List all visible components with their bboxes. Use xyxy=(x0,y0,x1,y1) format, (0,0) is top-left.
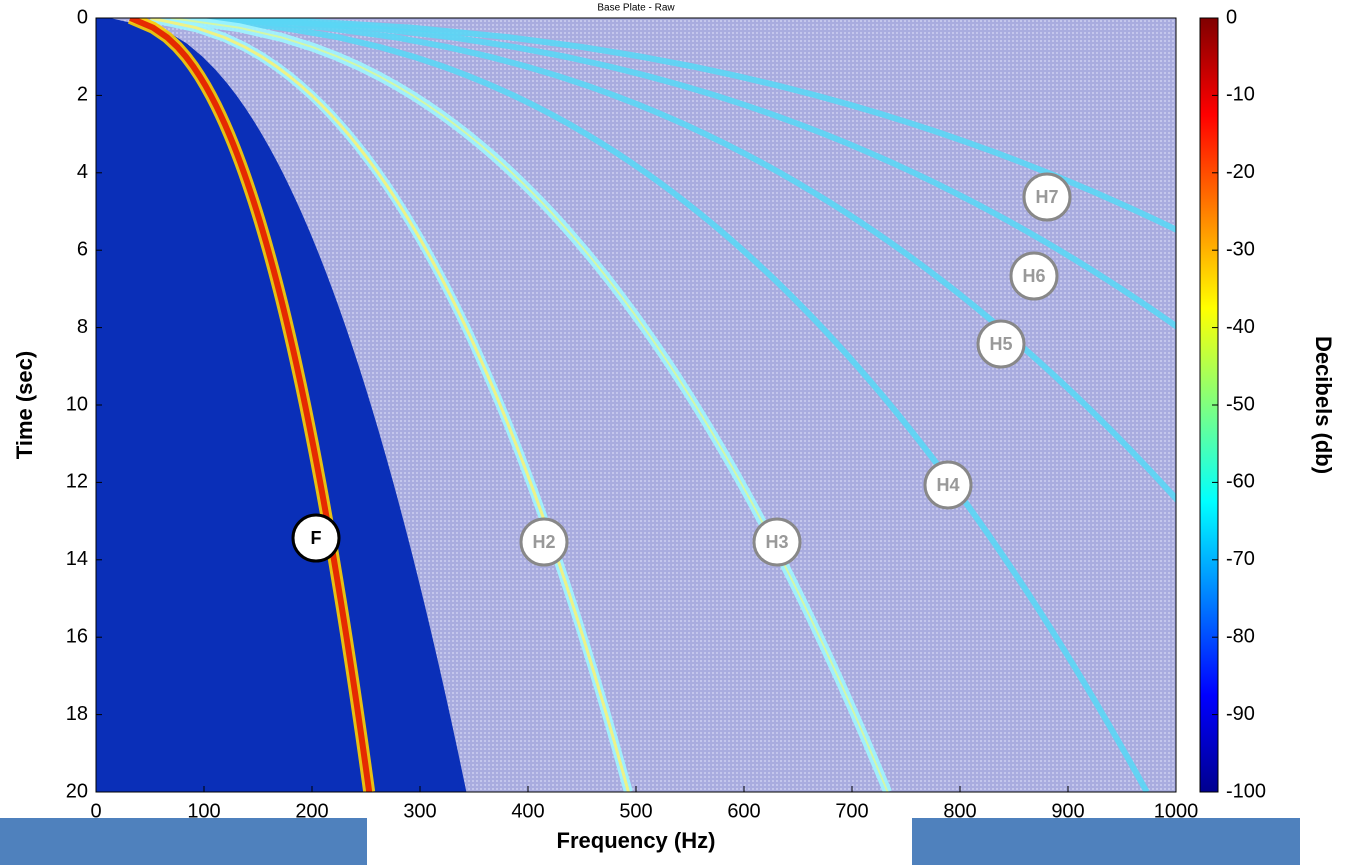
x-tick-label: 200 xyxy=(295,800,328,822)
annotation: F xyxy=(311,528,322,548)
x-tick-label: 700 xyxy=(835,800,868,822)
harmonic-trace xyxy=(211,18,1176,504)
x-tick-label: 500 xyxy=(619,800,652,822)
annotation-badge xyxy=(1022,172,1072,222)
annotation: H5 xyxy=(989,334,1012,354)
annotation-badge xyxy=(923,460,973,510)
colorbar-tick-label: -20 xyxy=(1226,161,1255,183)
colorbar-tick-label: -10 xyxy=(1226,84,1255,106)
colorbar-tick-label: -70 xyxy=(1226,548,1255,570)
y-tick-label: 16 xyxy=(66,625,88,647)
y-tick-label: 18 xyxy=(66,703,88,725)
y-tick-label: 6 xyxy=(77,238,88,260)
y-tick-label: 12 xyxy=(66,471,88,493)
annotation-badge xyxy=(291,513,341,563)
colorbar-tick-label: 0 xyxy=(1226,6,1237,28)
colorbar-title: Decibels (db) xyxy=(1311,336,1336,474)
colorbar-tick-label: -50 xyxy=(1226,393,1255,415)
y-tick-label: 0 xyxy=(77,6,88,28)
y-tick-label: 20 xyxy=(66,780,88,802)
y-axis-title: Time (sec) xyxy=(12,351,37,459)
x-axis-title: Frequency (Hz) xyxy=(557,828,716,853)
y-tick-label: 8 xyxy=(77,316,88,338)
y-tick-label: 2 xyxy=(77,84,88,106)
colorbar-tick-label: -40 xyxy=(1226,316,1255,338)
harmonic-trace xyxy=(190,18,1150,792)
y-tick-label: 14 xyxy=(66,548,88,570)
plot-area xyxy=(96,18,1176,792)
low-band-region xyxy=(96,18,467,792)
annotation-badge xyxy=(752,517,802,567)
x-tick-label: 1000 xyxy=(1154,800,1199,822)
annotation: H6 xyxy=(1022,266,1045,286)
harmonic-trace xyxy=(251,18,1176,233)
annotation: H3 xyxy=(765,532,788,552)
annotation: H2 xyxy=(532,532,555,552)
colorbar-tick-label: -30 xyxy=(1226,238,1255,260)
annotation: H4 xyxy=(936,475,959,495)
harmonic-trace xyxy=(129,18,373,792)
x-tick-label: 900 xyxy=(1051,800,1084,822)
annotation-badge xyxy=(519,517,569,567)
x-tick-label: 300 xyxy=(403,800,436,822)
harmonic-trace xyxy=(231,18,1176,330)
y-tick-label: 4 xyxy=(77,161,88,183)
x-tick-label: 0 xyxy=(90,800,101,822)
annotation: H7 xyxy=(1035,187,1058,207)
harmonic-trace xyxy=(170,18,889,792)
colorbar-tick-label: -90 xyxy=(1226,703,1255,725)
x-tick-label: 600 xyxy=(727,800,760,822)
footer-bar xyxy=(912,818,1300,865)
colorbar-tick-label: -60 xyxy=(1226,471,1255,493)
footer-bar xyxy=(0,818,367,865)
x-tick-label: 400 xyxy=(511,800,544,822)
colorbar-tick-label: -80 xyxy=(1226,625,1255,647)
harmonic-trace xyxy=(150,18,630,792)
x-tick-label: 800 xyxy=(943,800,976,822)
colorbar-tick-label: -100 xyxy=(1226,780,1266,802)
y-tick-label: 10 xyxy=(66,393,88,415)
chart-title: Base Plate - Raw xyxy=(597,3,675,14)
x-tick-label: 100 xyxy=(187,800,220,822)
annotation-badge xyxy=(1009,251,1059,301)
annotation-badge xyxy=(976,319,1026,369)
